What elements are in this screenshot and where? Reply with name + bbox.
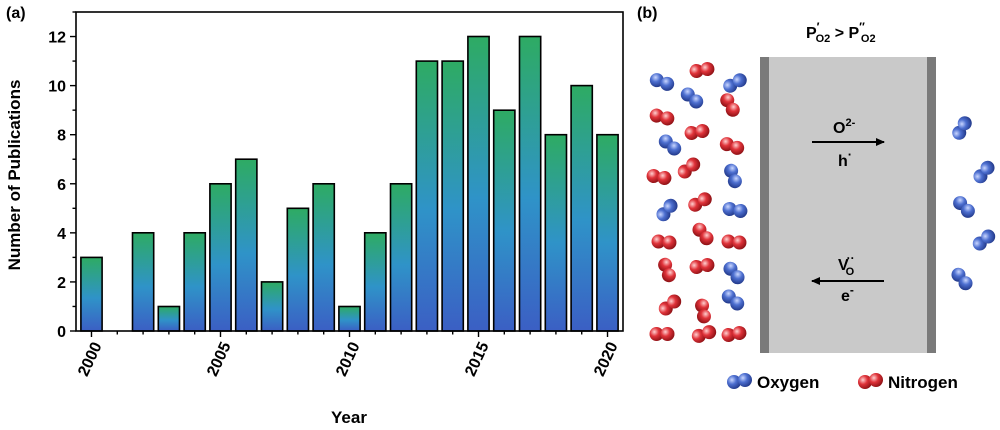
nitrogen-molecule-icon	[649, 327, 675, 341]
bar-2010	[338, 305, 361, 332]
oxygen-molecule-icon	[722, 202, 748, 218]
panel-b-label: (b)	[637, 5, 657, 22]
bar-2019	[570, 84, 594, 332]
bar-2017	[518, 35, 542, 332]
bar-2012	[389, 183, 413, 332]
nitrogen-molecule-icon	[720, 93, 740, 117]
nitrogen-molecule-icon	[646, 169, 672, 185]
nitrogen-molecule-icon	[719, 137, 745, 155]
bar-2005	[209, 183, 232, 332]
nitrogen-molecule-icon	[691, 325, 717, 343]
nitrogen-molecule-icon	[695, 298, 711, 324]
nitrogen-molecule-icon	[658, 257, 676, 283]
membrane-body	[760, 57, 936, 353]
nitrogen-molecule-icon	[721, 234, 747, 250]
nitrogen-molecule-icon	[721, 326, 747, 342]
electron-label: e-	[841, 283, 854, 305]
x-tick-label: 2005	[204, 340, 234, 380]
oxygen-molecule-icon	[649, 73, 675, 91]
oxygen-molecule-icon	[723, 73, 747, 93]
panel-a-label: (a)	[6, 5, 26, 22]
bar-2006	[234, 158, 258, 332]
oxygen-molecule-icon	[656, 198, 678, 222]
y-tick-label: 6	[57, 177, 66, 194]
nitrogen-molecule-icon	[692, 222, 714, 246]
oxygen-molecule-icon	[680, 87, 704, 109]
nitrogen-molecule-icon	[689, 62, 715, 78]
oxygen-molecule-icon	[721, 289, 745, 311]
bar-2009	[312, 183, 336, 332]
bar-2014	[441, 60, 465, 332]
bar-2008	[286, 207, 310, 332]
bar-2007	[260, 281, 284, 332]
y-axis-label: Number of Publications	[5, 80, 24, 271]
y-tick-label: 8	[57, 128, 66, 145]
bar-2015	[467, 35, 490, 332]
gas-molecules	[646, 62, 996, 343]
x-tick-label: 2000	[75, 340, 105, 380]
legend-nitrogen-label: Nitrogen	[888, 373, 958, 392]
legend-oxygen-label: Oxygen	[757, 373, 819, 392]
membrane	[760, 57, 936, 353]
membrane-left-edge	[760, 57, 769, 353]
bar-2018	[544, 133, 568, 332]
legend: Oxygen Nitrogen	[727, 373, 958, 392]
oxygen-molecule-icon	[973, 160, 995, 184]
y-tick-label: 4	[57, 226, 66, 243]
oxygen-molecule-icon	[723, 261, 745, 285]
nitrogen-molecule-icon	[649, 108, 675, 126]
panel-b: (b) P′ O2 > P″ O2 O2- h· V·· O e-	[637, 5, 996, 392]
oxygen-molecule-icon	[972, 229, 996, 251]
oxide-ion-label: O2-	[833, 117, 856, 137]
x-tick-label: 2015	[462, 340, 492, 380]
bar-2020	[596, 133, 619, 332]
nitrogen-molecule-icon	[684, 124, 710, 140]
bar-2016	[492, 109, 516, 332]
legend-nitrogen-icon	[858, 373, 883, 389]
x-tick-label: 2020	[591, 340, 621, 380]
membrane-right-edge	[927, 57, 936, 353]
bar-2003	[157, 305, 181, 332]
nitrogen-molecule-icon	[688, 192, 712, 212]
x-axis-label: Year	[331, 408, 367, 427]
oxygen-molecule-icon	[658, 134, 682, 156]
legend-oxygen-icon	[727, 373, 752, 389]
oxygen-molecule-icon	[951, 267, 973, 291]
oxygen-molecule-icon	[724, 163, 742, 189]
y-tick-label: 10	[48, 79, 66, 96]
y-tick-label: 0	[57, 324, 66, 341]
nitrogen-molecule-icon	[677, 157, 701, 179]
bar-2000	[80, 256, 103, 332]
y-tick-label: 12	[48, 30, 66, 47]
panel-a: (a) 0 2 4 6 8 10 12 2000 2005 2010 2015 2020 Number…	[5, 5, 624, 427]
nitrogen-molecule-icon	[658, 294, 682, 316]
bar-2013	[415, 60, 439, 332]
hole-label: h·	[838, 147, 852, 170]
bar-2002	[131, 232, 155, 332]
nitrogen-molecule-icon	[651, 234, 677, 250]
vacancy-label: V·· O	[838, 251, 855, 278]
nitrogen-molecule-icon	[689, 258, 715, 274]
bar-2004	[183, 232, 207, 332]
bar-chart: 0 2 4 6 8 10 12 2000 2005 2010 2015 2020	[48, 11, 624, 380]
oxygen-molecule-icon	[953, 196, 975, 218]
pressure-condition: P′ O2 > P″ O2	[806, 20, 876, 45]
x-tick-label: 2010	[333, 340, 363, 380]
bar-2011	[363, 232, 387, 332]
y-tick-label: 2	[57, 275, 66, 292]
oxygen-molecule-icon	[952, 116, 972, 140]
